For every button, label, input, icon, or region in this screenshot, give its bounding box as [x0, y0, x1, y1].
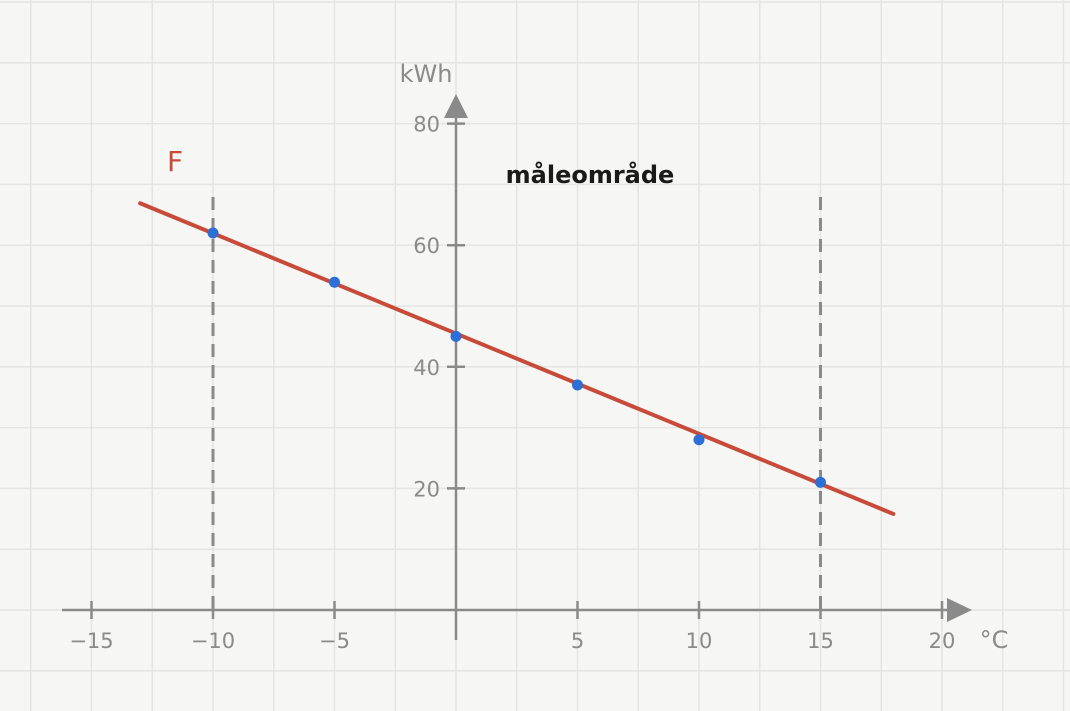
y-axis-label: kWh: [400, 60, 453, 88]
x-tick-label: 5: [571, 629, 584, 653]
axes: [62, 94, 972, 640]
data-point: [815, 476, 826, 488]
x-tick-label: 15: [807, 629, 834, 653]
function-label-f: F: [167, 145, 183, 178]
x-tick-label: −15: [69, 629, 113, 653]
x-tick-label: 20: [929, 629, 956, 653]
data-point: [693, 434, 705, 446]
y-tick-label: 40: [413, 356, 440, 380]
data-point: [572, 379, 583, 391]
tick-marks: −15 −10 −5 5 10 15 20 20 40 60 80: [69, 113, 955, 653]
data-point: [329, 276, 340, 288]
y-tick-label: 60: [413, 234, 440, 258]
measurement-range-label: måleområde: [506, 160, 675, 189]
x-tick-label: −5: [319, 629, 350, 653]
series: [138, 201, 896, 516]
measurement-range-lines: [211, 197, 822, 610]
labels: kWh °C F måleområde: [167, 60, 1008, 654]
x-tick-label: 10: [686, 629, 713, 653]
x-axis-arrow: [947, 598, 972, 622]
x-tick-label: −10: [191, 629, 235, 653]
y-axis-arrow: [444, 94, 468, 118]
data-point: [207, 227, 219, 239]
data-point: [450, 330, 462, 342]
series-line-f: [138, 201, 896, 516]
x-axis-label: °C: [980, 626, 1009, 654]
y-tick-label: 20: [413, 477, 440, 501]
y-tick-label: 80: [413, 113, 440, 137]
